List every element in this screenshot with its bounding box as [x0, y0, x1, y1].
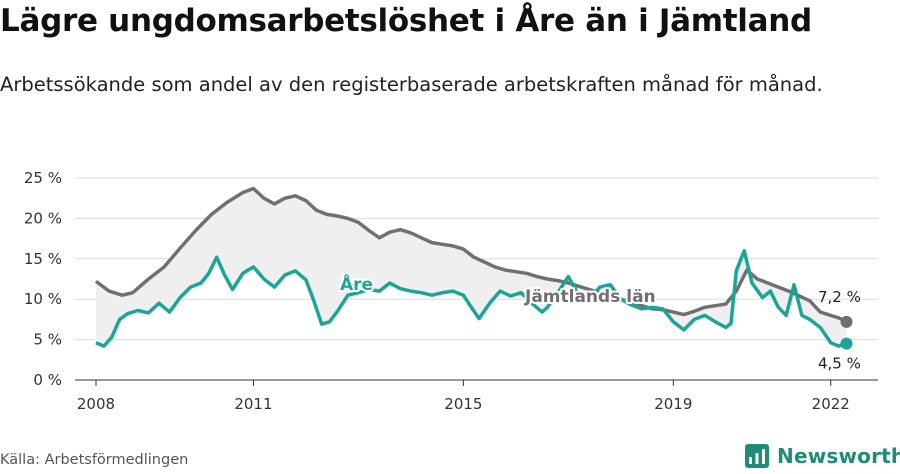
y-tick-label: 25 %: [24, 169, 62, 187]
end-dot-jamtland: [840, 315, 853, 328]
chart-title: Lägre ungdomsarbetslöshet i Åre än i Jäm…: [0, 3, 812, 39]
x-tick-label: 2015: [444, 395, 482, 413]
y-tick-label: 20 %: [24, 209, 62, 227]
x-tick-label: 2022: [812, 395, 850, 413]
y-axis: 0 % 5 % 10 % 15 % 20 % 25 %: [24, 169, 62, 389]
chart-subtitle: Arbetssökande som andel av den registerb…: [0, 73, 823, 96]
series-label-jamtland: Jämtlands län: [524, 287, 656, 307]
series-line-are: [95, 248, 848, 348]
newsworthy-logo-icon: [745, 444, 769, 468]
x-tick-label: 2008: [77, 395, 115, 413]
series-labels: 7,2 % 4,5 % Åre Jämtlands län: [338, 270, 861, 373]
y-tick-label: 5 %: [33, 331, 62, 349]
line-chart: 0 %5 %10 %15 %20 %25 % 2008 2011 2015 2019 2…: [24, 169, 878, 413]
x-tick-label: 2019: [654, 395, 692, 413]
brand[interactable]: Newsworthy: [745, 440, 900, 472]
y-tick-label: 0 %: [33, 371, 62, 389]
gap-band: [95, 188, 847, 347]
end-dot-are: [840, 337, 853, 350]
end-label-jamtland: 7,2 %: [818, 288, 861, 306]
end-label-are: 4,5 %: [818, 355, 861, 373]
y-tick-label: 10 %: [24, 290, 62, 308]
brand-name: Newsworthy: [777, 444, 900, 468]
gap-area: [95, 188, 847, 347]
series-label-are: Åre: [340, 272, 373, 295]
x-tick-label: 2011: [234, 395, 272, 413]
y-tick-label: 15 %: [24, 250, 62, 268]
x-axis: 2008 2011 2015 2019 2022: [77, 380, 850, 413]
series-lines: [94, 186, 853, 350]
source-note: Källa: Arbetsförmedlingen: [0, 452, 189, 468]
